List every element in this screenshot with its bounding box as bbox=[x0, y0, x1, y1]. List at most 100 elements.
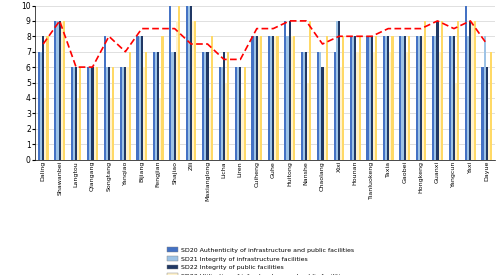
Bar bbox=[450, 36, 453, 160]
Bar bbox=[486, 67, 488, 160]
Bar bbox=[204, 52, 206, 160]
Bar bbox=[244, 67, 246, 160]
Bar bbox=[288, 21, 290, 160]
Bar bbox=[112, 67, 114, 160]
Bar bbox=[218, 67, 220, 160]
Bar bbox=[162, 36, 164, 160]
Bar bbox=[172, 52, 173, 160]
Bar bbox=[317, 52, 320, 160]
Bar bbox=[155, 52, 157, 160]
Bar bbox=[157, 52, 160, 160]
Bar bbox=[208, 98, 210, 160]
Bar bbox=[358, 36, 360, 160]
Bar bbox=[406, 52, 408, 160]
Bar bbox=[106, 67, 108, 160]
Bar bbox=[176, 21, 178, 160]
Bar bbox=[256, 36, 258, 160]
Bar bbox=[110, 98, 112, 160]
Bar bbox=[75, 67, 77, 160]
Bar bbox=[387, 36, 390, 160]
Bar bbox=[390, 52, 392, 160]
Bar bbox=[138, 36, 140, 160]
Bar bbox=[192, 21, 194, 160]
Bar bbox=[42, 36, 44, 160]
Bar bbox=[340, 67, 342, 160]
Bar bbox=[368, 36, 370, 160]
Bar bbox=[488, 129, 490, 160]
Bar bbox=[96, 67, 98, 160]
Bar bbox=[434, 36, 436, 160]
Bar bbox=[60, 21, 63, 160]
Bar bbox=[300, 52, 303, 160]
Bar bbox=[220, 67, 223, 160]
Bar bbox=[63, 21, 65, 160]
Bar bbox=[467, 36, 469, 160]
Bar bbox=[190, 6, 192, 159]
Bar bbox=[90, 67, 92, 160]
Bar bbox=[336, 21, 338, 160]
Bar bbox=[418, 36, 420, 160]
Bar bbox=[400, 36, 402, 160]
Bar bbox=[270, 36, 272, 160]
Bar bbox=[366, 36, 368, 160]
Bar bbox=[206, 52, 208, 160]
Bar bbox=[455, 82, 457, 160]
Bar bbox=[223, 52, 225, 160]
Bar bbox=[73, 67, 75, 160]
Bar bbox=[153, 52, 155, 160]
Bar bbox=[268, 36, 270, 160]
Bar bbox=[276, 36, 278, 160]
Bar bbox=[160, 98, 162, 160]
Bar bbox=[470, 21, 472, 160]
Bar bbox=[92, 67, 94, 160]
Bar bbox=[420, 36, 422, 160]
Bar bbox=[432, 36, 434, 160]
Bar bbox=[124, 67, 126, 160]
Bar bbox=[186, 6, 188, 159]
Bar bbox=[453, 36, 455, 160]
Bar bbox=[354, 36, 356, 160]
Bar bbox=[307, 82, 310, 160]
Bar bbox=[70, 67, 73, 160]
Bar bbox=[194, 21, 196, 160]
Bar bbox=[350, 36, 352, 160]
Bar bbox=[242, 98, 244, 160]
Bar bbox=[326, 36, 328, 160]
Bar bbox=[474, 21, 476, 160]
Bar bbox=[46, 36, 48, 160]
Bar bbox=[136, 36, 138, 160]
Bar bbox=[235, 67, 237, 160]
Bar bbox=[305, 52, 307, 160]
Bar bbox=[178, 6, 180, 159]
Bar bbox=[108, 67, 110, 160]
Bar bbox=[416, 36, 418, 160]
Bar bbox=[338, 21, 340, 160]
Bar bbox=[438, 52, 440, 160]
Bar bbox=[77, 98, 80, 160]
Bar bbox=[56, 21, 58, 160]
Bar bbox=[258, 36, 260, 160]
Legend: SD20 Authenticity of infrastructure and public facilities, SD21 Integrity of inf: SD20 Authenticity of infrastructure and … bbox=[167, 247, 354, 275]
Bar bbox=[94, 67, 96, 160]
Bar bbox=[320, 52, 322, 160]
Bar bbox=[484, 36, 486, 160]
Bar bbox=[490, 52, 492, 160]
Bar bbox=[465, 6, 467, 159]
Bar bbox=[482, 67, 484, 160]
Bar bbox=[356, 52, 358, 160]
Bar bbox=[303, 52, 305, 160]
Bar bbox=[404, 36, 406, 160]
Bar bbox=[54, 21, 56, 160]
Bar bbox=[448, 36, 450, 160]
Bar bbox=[237, 67, 240, 160]
Bar bbox=[293, 36, 295, 160]
Bar bbox=[370, 36, 373, 160]
Bar bbox=[440, 21, 443, 160]
Bar bbox=[122, 67, 124, 160]
Bar bbox=[38, 52, 40, 160]
Bar bbox=[422, 36, 424, 160]
Bar bbox=[128, 52, 130, 160]
Bar bbox=[140, 36, 143, 160]
Bar bbox=[290, 36, 293, 160]
Bar bbox=[174, 52, 176, 160]
